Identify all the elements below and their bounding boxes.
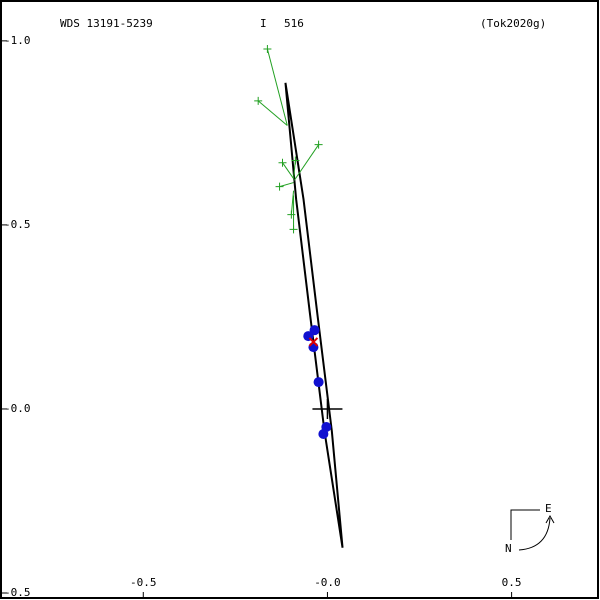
compass-north: N xyxy=(505,542,512,555)
grade: I xyxy=(260,17,267,30)
compass-arrow xyxy=(518,514,555,551)
visual-point xyxy=(263,44,272,53)
speckle-point xyxy=(309,325,320,336)
visual-point xyxy=(278,158,287,167)
y-tick-label: -1.0 xyxy=(4,34,31,47)
visual-point xyxy=(291,156,300,165)
residual-line xyxy=(293,144,320,181)
visual-point xyxy=(289,225,298,234)
speckle-point xyxy=(308,342,319,353)
compass xyxy=(510,509,555,551)
residual-line xyxy=(282,162,294,179)
residual-line xyxy=(257,100,288,126)
y-tick-label: -0.5 xyxy=(4,218,31,231)
speckle-point xyxy=(313,377,324,388)
y-tick-label: -0.0 xyxy=(4,402,31,415)
visual-point xyxy=(254,96,263,105)
residual-line xyxy=(266,48,288,126)
visual-point xyxy=(287,210,296,219)
y-tick-label: -0.5 xyxy=(4,586,31,599)
compass-axes xyxy=(510,509,540,540)
x-tick-label: -0.0 xyxy=(314,576,341,589)
x-tick-label: 0.5 xyxy=(502,576,522,589)
reference: (Tok2020g) xyxy=(480,17,546,30)
compass-east: E xyxy=(545,502,552,515)
visual-point xyxy=(314,140,323,149)
primary-cross xyxy=(312,398,343,419)
code: 516 xyxy=(284,17,304,30)
star-id: WDS 13191-5239 xyxy=(60,17,153,30)
residual-line xyxy=(279,182,294,188)
visual-point xyxy=(275,182,284,191)
orbit xyxy=(284,82,344,548)
recent-point xyxy=(308,337,319,347)
speckle-point xyxy=(318,428,329,439)
x-tick-label: -0.5 xyxy=(130,576,157,589)
